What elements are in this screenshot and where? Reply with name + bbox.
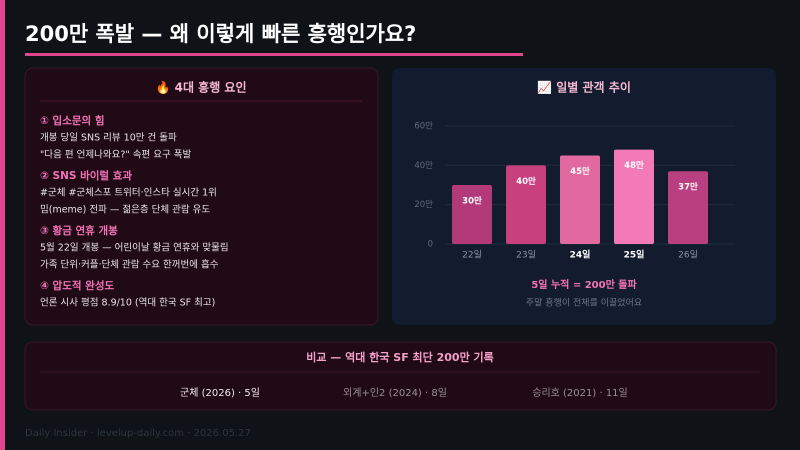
factor-line: 언론 시사 평점 8.9/10 (역대 한국 SF 최고) bbox=[40, 297, 215, 309]
factors-panel bbox=[24, 67, 379, 326]
comparison-title: 비교 — 역대 한국 SF 최단 200만 기록 bbox=[306, 350, 494, 364]
factor-line: 밈(meme) 전파 — 젊은층 단체 관람 유도 bbox=[40, 204, 210, 216]
factor-heading: ② SNS 바이럴 효과 bbox=[40, 169, 132, 182]
bar bbox=[506, 165, 546, 244]
factor-line: 개봉 당일 SNS 리뷰 10만 건 돌파 bbox=[40, 133, 177, 144]
y-tick-label: 40만 bbox=[414, 161, 433, 171]
factor-heading: ③ 황금 연휴 개봉 bbox=[40, 224, 118, 237]
factor-list: ① 입소문의 힘개봉 당일 SNS 리뷰 10만 건 돌파 "다음 편 언제나와요… bbox=[40, 114, 229, 309]
comparison-panel bbox=[24, 341, 777, 411]
chart-title: 📈 일별 관객 추이 bbox=[537, 80, 631, 95]
factor-line: "다음 편 언제나와요?" 속편 요구 폭발 bbox=[40, 149, 192, 161]
bar bbox=[452, 185, 492, 244]
factor-heading: ④ 압도적 완성도 bbox=[40, 279, 115, 292]
comparison-list: 군체 (2026) · 5일 외계+인2 (2024) · 8일 승리호 (2021… bbox=[180, 387, 628, 399]
value-label: 37만 bbox=[678, 182, 698, 193]
value-label: 45만 bbox=[570, 166, 590, 177]
y-tick-label: 60만 bbox=[414, 122, 433, 132]
chart-note: 5일 누적 = 200만 돌파 bbox=[531, 278, 637, 291]
factor-line: 가족 단위·커플·단체 관람 수요 한꺼번에 흡수 bbox=[40, 259, 219, 271]
x-tick-label: 24일 bbox=[570, 249, 591, 261]
y-tick-label: 0 bbox=[428, 240, 433, 250]
bar bbox=[668, 171, 708, 244]
x-tick-label: 23일 bbox=[516, 250, 536, 261]
y-tick-label: 20만 bbox=[414, 200, 433, 210]
comparison-item: 군체 (2026) · 5일 bbox=[180, 387, 260, 399]
value-label: 30만 bbox=[462, 196, 482, 207]
chart-subnote: 주말 흥행이 전체를 이끌었어요 bbox=[526, 297, 642, 309]
x-tick-label: 26일 bbox=[678, 250, 698, 261]
x-tick-label: 22일 bbox=[462, 250, 482, 261]
bar bbox=[560, 155, 600, 244]
value-label: 40만 bbox=[516, 176, 536, 187]
factor-line: 5월 22일 개봉 — 어린이날 황금 연휴와 맞물림 bbox=[40, 242, 229, 254]
value-label: 48만 bbox=[624, 160, 644, 171]
x-tick-label: 25일 bbox=[624, 249, 645, 261]
comparison-item: 외계+인2 (2024) · 8일 bbox=[343, 387, 447, 399]
factor-heading: ① 입소문의 힘 bbox=[40, 114, 105, 127]
comparison-item: 승리호 (2021) · 11일 bbox=[532, 387, 628, 399]
bar bbox=[614, 149, 654, 244]
accent-stripe bbox=[0, 0, 5, 450]
footer: Daily Insider · levelup-daily.com · 2026… bbox=[25, 428, 251, 439]
panel-title: 🔥 4대 흥행 요인 bbox=[155, 80, 246, 95]
title: 200만 폭발 — 왜 이렇게 빠른 흥행인가요? bbox=[25, 22, 416, 46]
factor-line: #군체 #군체스포 트위터·인스타 실시간 1위 bbox=[40, 187, 217, 199]
chart: 0 20만 40만 60만 30만 22일 40만 23일 45만 24일 48만 25일 37만 26일 bbox=[414, 122, 735, 261]
title-underline bbox=[25, 53, 523, 56]
